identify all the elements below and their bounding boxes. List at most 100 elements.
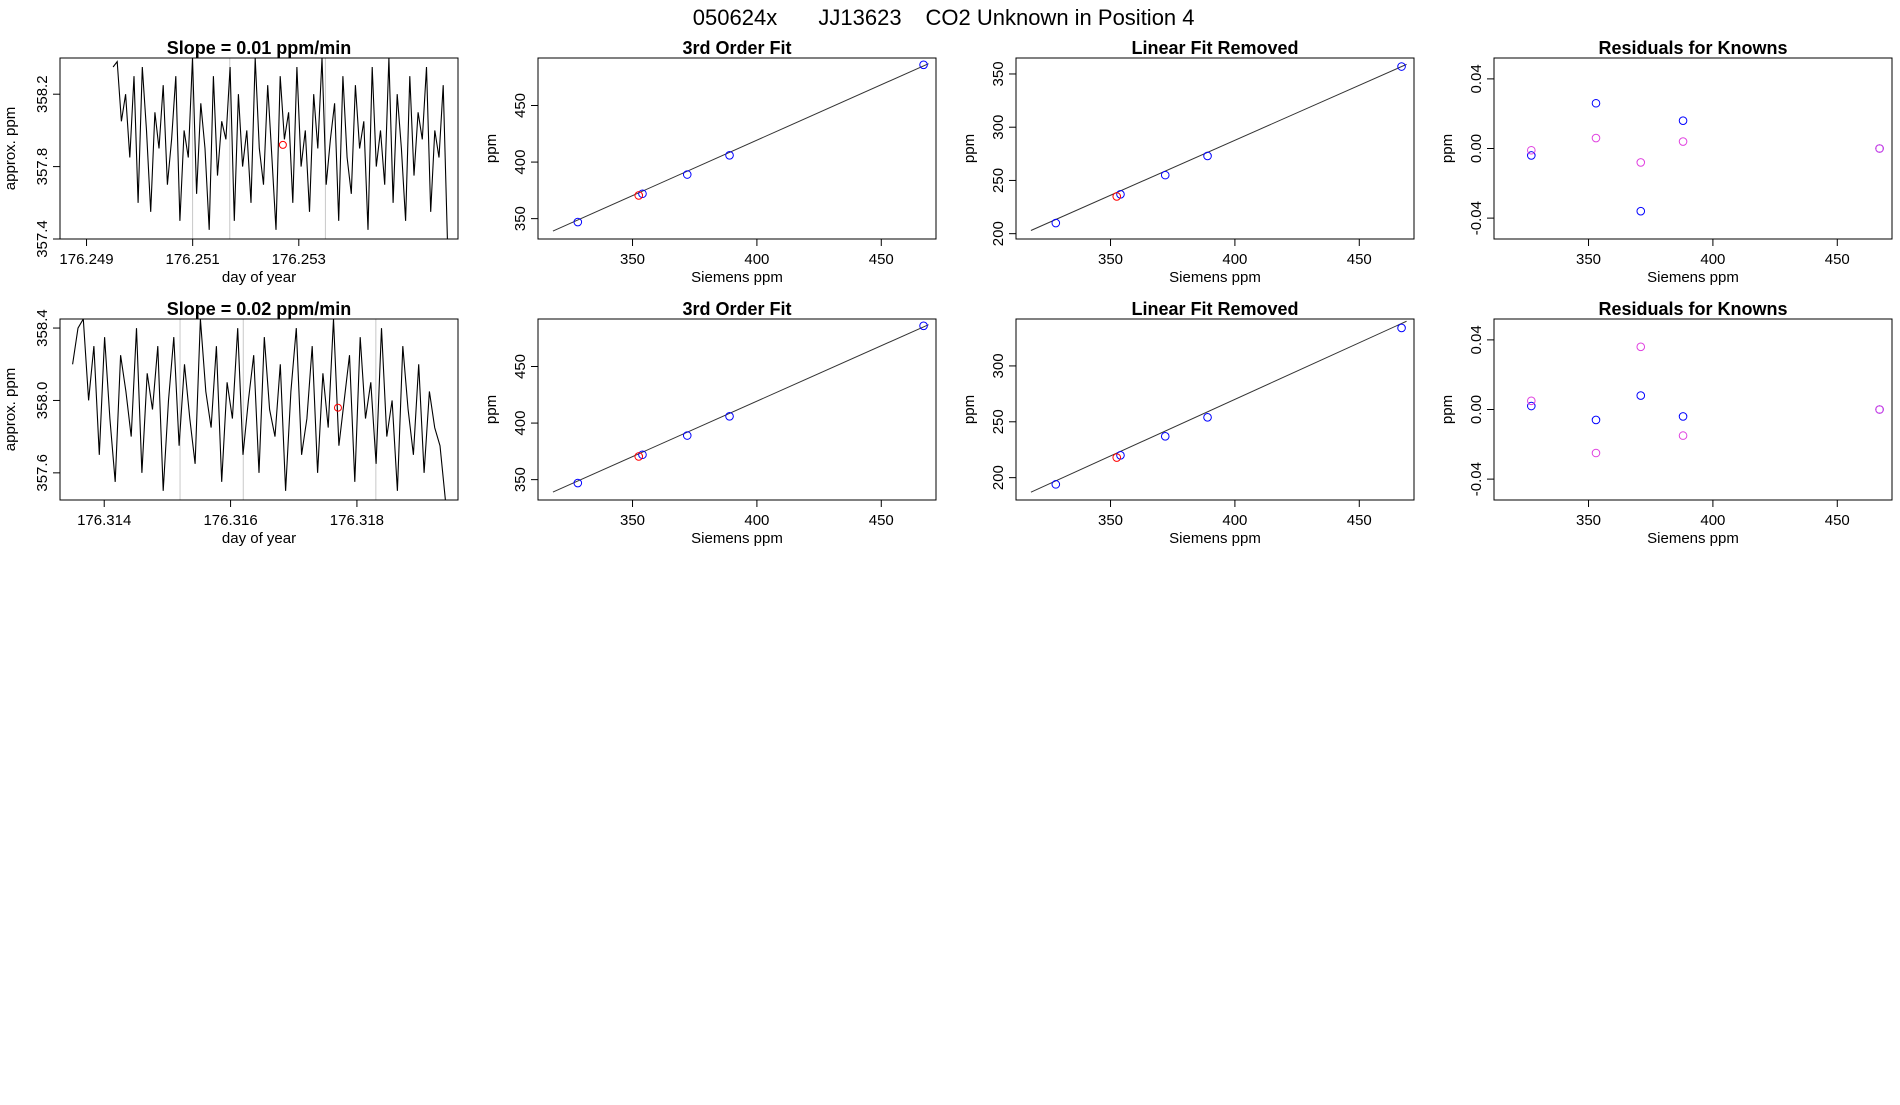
x-tick-label: 350 xyxy=(1098,512,1123,529)
y-tick-label: 200 xyxy=(990,465,1007,490)
x-tick-label: 450 xyxy=(1347,512,1372,529)
x-tick-label: 176.314 xyxy=(77,512,131,529)
residual-point xyxy=(1591,448,1601,458)
panel-row2-col3: Linear Fit Removed 350 400 450 200 250 300 Siem… xyxy=(961,299,1415,547)
known-point xyxy=(1160,170,1170,180)
plot-area xyxy=(1527,98,1884,216)
plot-area xyxy=(552,321,929,493)
panel-frame xyxy=(59,57,459,240)
unknown-point xyxy=(634,452,644,461)
residual-point xyxy=(1527,401,1536,411)
y-tick-label: 300 xyxy=(990,353,1007,378)
y-tick-label: 357.4 xyxy=(34,220,51,258)
residual-point xyxy=(1875,405,1884,414)
x-tick-label: 400 xyxy=(1700,512,1725,529)
panel-frame xyxy=(537,57,937,240)
panel-frame xyxy=(537,318,937,501)
residual-point xyxy=(1678,412,1688,421)
panel-title: Linear Fit Removed xyxy=(1131,299,1298,319)
y-tick-label: 450 xyxy=(512,354,529,379)
panel-title: Linear Fit Removed xyxy=(1131,38,1298,58)
known-point xyxy=(1203,151,1212,161)
page-title-run-id: 050624x xyxy=(693,5,777,30)
known-point xyxy=(682,170,692,179)
y-tick-label: 350 xyxy=(990,61,1007,86)
fit-line xyxy=(552,63,929,232)
residual-point xyxy=(1636,206,1646,216)
known-point xyxy=(725,411,734,421)
x-axis-label: Siemens ppm xyxy=(1169,269,1261,286)
y-tick-label: 400 xyxy=(512,150,529,175)
y-tick-label: 357.8 xyxy=(34,148,51,186)
x-tick-label: 400 xyxy=(744,512,769,529)
y-axis-label: ppm xyxy=(1439,395,1456,424)
panel-row1-col1: Slope = 0.01 ppm/min 176.249 176.251 176.25… xyxy=(2,38,459,286)
y-tick-label: 300 xyxy=(990,115,1007,140)
y-tick-label: 357.6 xyxy=(34,454,51,492)
known-point xyxy=(919,60,928,70)
trace-line xyxy=(72,319,446,500)
residual-point xyxy=(1875,144,1884,153)
x-tick-label: 350 xyxy=(1576,512,1601,529)
residual-point xyxy=(1527,151,1536,160)
x-tick-label: 350 xyxy=(620,251,645,268)
x-axis-label: Siemens ppm xyxy=(1647,269,1739,286)
x-tick-label: 450 xyxy=(1825,251,1850,268)
y-axis-label: ppm xyxy=(483,395,500,424)
trace-line xyxy=(112,58,448,239)
x-axis-label: Siemens ppm xyxy=(1647,530,1739,547)
y-tick-label: 0.04 xyxy=(1468,64,1485,93)
panel-frame xyxy=(1015,318,1415,501)
page-title-description: CO2 Unknown in Position 4 xyxy=(925,5,1194,30)
x-axis-label: day of year xyxy=(222,530,296,547)
residual-point xyxy=(1678,137,1688,146)
x-tick-label: 450 xyxy=(869,251,894,268)
unknown-point xyxy=(1112,192,1122,201)
panel-row2-col2: 3rd Order Fit 350 400 450 350 400 450 Siemens p… xyxy=(483,299,937,547)
x-tick-label: 176.253 xyxy=(272,251,326,268)
y-axis-label: approx. ppm xyxy=(2,107,19,190)
y-tick-label: 350 xyxy=(512,467,529,492)
known-point xyxy=(1397,62,1406,71)
known-point xyxy=(1397,323,1406,333)
residual-point xyxy=(1527,396,1536,406)
panel-frame xyxy=(1493,318,1893,501)
panel-row1-col2: 3rd Order Fit 350 400 450 350 400 450 Siemens p… xyxy=(483,38,937,286)
known-point xyxy=(1203,413,1212,422)
x-tick-label: 350 xyxy=(620,512,645,529)
residual-point xyxy=(1678,431,1688,440)
x-axis-label: Siemens ppm xyxy=(691,530,783,547)
y-tick-label: 358.0 xyxy=(34,382,51,420)
x-tick-label: 176.316 xyxy=(203,512,257,529)
plot-area xyxy=(112,58,448,239)
residual-point xyxy=(1636,391,1646,400)
x-tick-label: 400 xyxy=(744,251,769,268)
fit-line xyxy=(552,324,929,493)
y-axis-label: approx. ppm xyxy=(2,368,19,451)
y-tick-label: 250 xyxy=(990,168,1007,193)
residual-point xyxy=(1591,98,1601,108)
panel-row2-col1: Slope = 0.02 ppm/min 176.314 176.316 176.31… xyxy=(2,299,459,547)
panel-title: 3rd Order Fit xyxy=(682,299,791,319)
x-tick-label: 450 xyxy=(869,512,894,529)
y-tick-label: 450 xyxy=(512,93,529,118)
residual-point xyxy=(1591,415,1601,425)
panel-title: 3rd Order Fit xyxy=(682,38,791,58)
fit-line xyxy=(1030,63,1407,231)
known-point xyxy=(573,217,583,227)
known-point xyxy=(1160,432,1170,441)
x-tick-label: 176.251 xyxy=(166,251,220,268)
plot-area xyxy=(1527,342,1884,458)
panel-frame xyxy=(1015,57,1415,240)
residual-point xyxy=(1636,342,1646,352)
y-tick-label: 358.4 xyxy=(34,309,51,347)
known-point xyxy=(1051,480,1061,489)
y-tick-label: 358.2 xyxy=(34,75,51,113)
known-point xyxy=(573,478,583,488)
y-tick-label: 250 xyxy=(990,409,1007,434)
known-point xyxy=(725,150,734,160)
known-point xyxy=(919,321,928,331)
x-tick-label: 350 xyxy=(1098,251,1123,268)
x-axis-label: day of year xyxy=(222,269,296,286)
